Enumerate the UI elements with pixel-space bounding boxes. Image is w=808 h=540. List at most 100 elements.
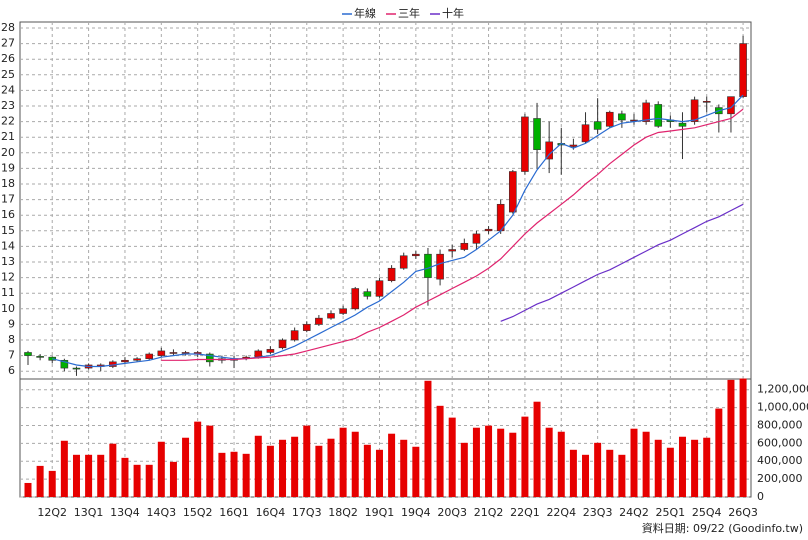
y-tick-label: 25 <box>1 68 15 81</box>
legend-label: 十年 <box>442 6 464 20</box>
y-tick-label: 14 <box>1 239 15 252</box>
candle-body <box>618 113 626 121</box>
volume-bar <box>412 446 420 497</box>
volume-tick-label: 0 <box>757 490 764 503</box>
y-tick-label: 16 <box>1 208 15 221</box>
volume-bar <box>145 464 153 497</box>
volume-bar <box>727 379 735 497</box>
volume-bar <box>678 436 686 497</box>
x-tick-label: 12Q2 <box>37 506 67 519</box>
candle-body <box>278 339 287 349</box>
x-tick-label: 21Q2 <box>474 506 504 519</box>
y-tick-label: 21 <box>1 130 15 143</box>
source-note: 資料日期: 09/22 (Goodinfo.tw) <box>642 521 803 535</box>
y-tick-label: 27 <box>1 37 15 50</box>
y-tick-label: 13 <box>1 255 15 268</box>
candle-body <box>302 324 311 331</box>
volume-tick-label: 600,000 <box>757 436 803 449</box>
candle-body <box>484 228 493 232</box>
candle-body <box>327 313 335 319</box>
plot-frame <box>19 21 752 498</box>
candle-body <box>121 359 129 363</box>
candle-body <box>60 359 69 369</box>
y-tick-label: 7 <box>8 349 15 362</box>
volume-bar <box>715 408 723 497</box>
x-tick-label: 15Q2 <box>183 506 213 519</box>
candle-body <box>545 141 553 160</box>
x-tick-label: 25Q4 <box>692 506 722 519</box>
y-tick-label: 24 <box>1 83 15 96</box>
volume-bar <box>545 427 553 497</box>
ma-line <box>52 94 744 368</box>
candle-body <box>266 349 275 353</box>
candle-body <box>399 255 408 269</box>
volume-bar <box>279 439 287 497</box>
candle-body <box>521 116 529 172</box>
candle-body <box>690 99 699 122</box>
candle-body <box>133 358 141 361</box>
volume-bar <box>85 454 93 497</box>
x-tick-label: 23Q3 <box>583 506 613 519</box>
x-tick-label: 25Q1 <box>656 506 686 519</box>
volume-bar <box>97 454 105 497</box>
x-tick-label: 13Q4 <box>110 506 140 519</box>
candle-body <box>642 102 650 122</box>
volume-bar <box>375 449 383 497</box>
volume-bar <box>109 443 117 497</box>
volume-bar <box>400 439 408 497</box>
y-tick-label: 17 <box>1 193 15 206</box>
volume-bar <box>666 447 674 497</box>
x-tick-label: 16Q1 <box>219 506 249 519</box>
volume-tick-label: 800,000 <box>757 418 803 431</box>
x-tick-label: 17Q3 <box>292 506 322 519</box>
volume-bar <box>182 437 190 497</box>
candle-body <box>315 317 323 325</box>
y-tick-label: 18 <box>1 177 15 190</box>
volume-bar <box>206 425 214 497</box>
volume-bar <box>630 428 638 497</box>
x-tick-label: 26Q3 <box>728 506 758 519</box>
volume-bar <box>497 428 505 497</box>
volume-bar <box>230 451 238 497</box>
candle-body <box>181 352 190 354</box>
candle-body <box>169 352 178 354</box>
candle-body <box>436 253 444 280</box>
candle-body <box>412 253 420 257</box>
x-tick-label: 24Q2 <box>619 506 649 519</box>
volume-bar <box>533 401 541 497</box>
candle-body <box>36 356 44 358</box>
volume-bar <box>642 431 650 497</box>
y-tick-label: 9 <box>8 317 15 330</box>
volume-bar <box>460 442 468 497</box>
volume-bar <box>594 442 602 497</box>
volume-bar <box>242 453 250 497</box>
volume-tick-label: 1,000,000 <box>757 401 808 414</box>
candle-body <box>739 43 747 97</box>
candle-body <box>727 96 735 115</box>
y-tick-label: 19 <box>1 161 15 174</box>
x-tick-label: 13Q1 <box>74 506 104 519</box>
volume-bar <box>24 482 32 497</box>
candle-body <box>254 350 263 358</box>
volume-bar <box>521 416 529 497</box>
candle-body <box>387 267 396 282</box>
volume-bar <box>133 464 141 497</box>
volume-tick-label: 200,000 <box>757 472 803 485</box>
legend-label: 三年 <box>398 6 420 20</box>
volume-bar <box>582 454 590 497</box>
volume-tick-label: 1,200,000 <box>757 383 808 396</box>
volume-bar <box>60 440 68 497</box>
volume-bar <box>72 454 80 497</box>
volume-bar <box>169 461 177 497</box>
volume-bar <box>739 378 747 497</box>
volume-bar <box>315 445 323 497</box>
candle-body <box>24 352 32 356</box>
candle-body <box>157 350 166 356</box>
volume-bar <box>557 431 565 497</box>
candle-body <box>290 330 299 341</box>
volume-bar <box>157 441 165 497</box>
volume-bar <box>448 417 456 497</box>
volume-bar <box>218 452 226 497</box>
volume-bar <box>291 436 299 497</box>
